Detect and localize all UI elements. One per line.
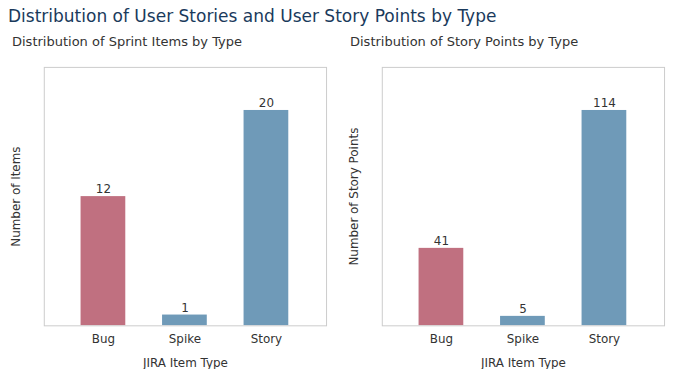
svg-text:JIRA Item Type: JIRA Item Type bbox=[480, 356, 566, 369]
svg-text:Bug: Bug bbox=[92, 332, 115, 346]
svg-text:Spike: Spike bbox=[507, 332, 539, 346]
html-text:Distribution of User Stories a: Distribution of User Stories and User St… bbox=[8, 6, 497, 26]
html-text:Distribution of Sprint Items b: Distribution of Sprint Items by Type bbox=[12, 34, 242, 49]
svg-text:1: 1 bbox=[181, 301, 189, 315]
svg-text:Number of Items: Number of Items bbox=[9, 147, 23, 247]
html-text:Distribution of Story Points b: Distribution of Story Points by Type bbox=[350, 34, 579, 49]
svg-text:Story: Story bbox=[589, 332, 620, 346]
svg-text:5: 5 bbox=[519, 302, 527, 316]
svg-text:41: 41 bbox=[434, 234, 449, 248]
svg-text:JIRA Item Type: JIRA Item Type bbox=[142, 356, 228, 369]
svg-text:114: 114 bbox=[593, 96, 616, 110]
svg-text:20: 20 bbox=[259, 96, 274, 110]
svg-text:12: 12 bbox=[96, 182, 111, 196]
svg-text:Spike: Spike bbox=[169, 332, 201, 346]
svg-text:Story: Story bbox=[251, 332, 282, 346]
svg-text:Bug: Bug bbox=[430, 332, 453, 346]
svg-text:Number of Story Points: Number of Story Points bbox=[347, 128, 361, 266]
